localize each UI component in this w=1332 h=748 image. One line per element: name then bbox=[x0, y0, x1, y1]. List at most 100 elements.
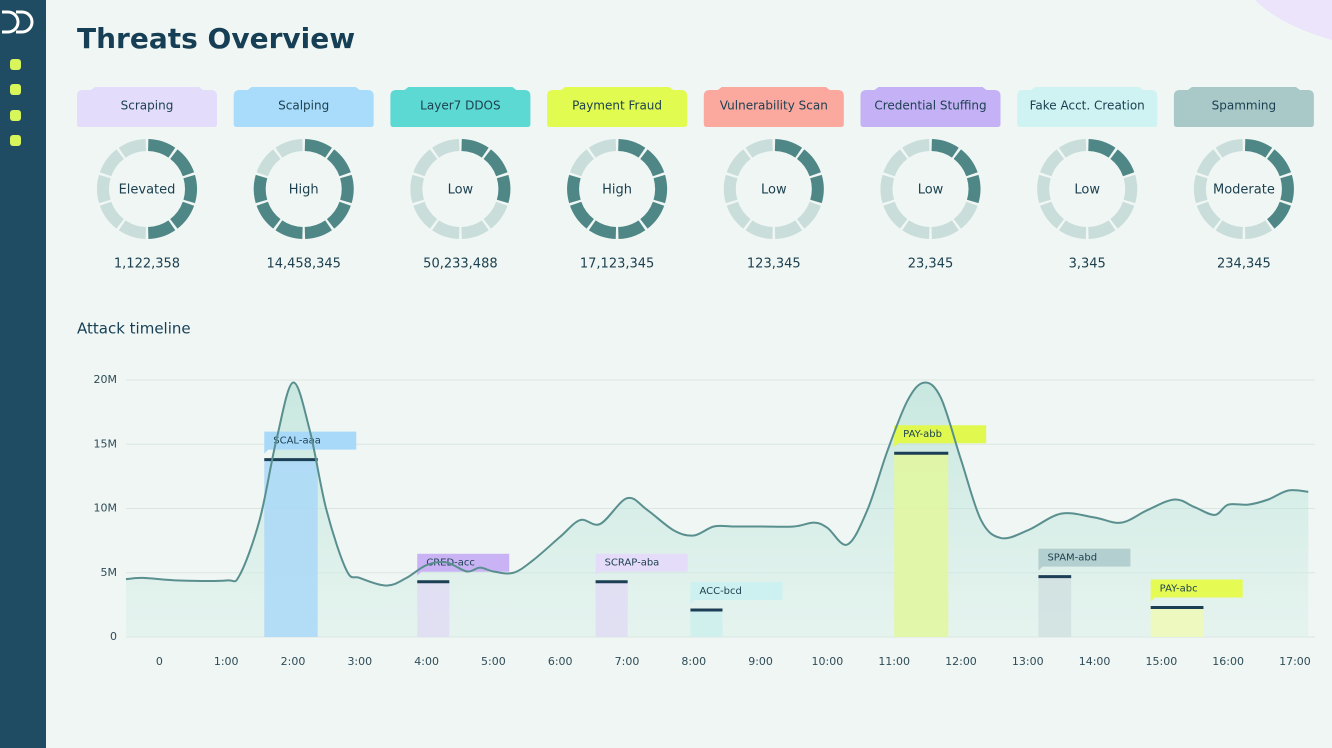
event-bar bbox=[264, 459, 318, 637]
x-tick-label: 12:00 bbox=[945, 655, 977, 668]
gauge-segment bbox=[774, 139, 803, 158]
nav-item[interactable] bbox=[10, 135, 21, 146]
event-bar bbox=[417, 581, 450, 637]
gauge-segment bbox=[723, 174, 738, 204]
gauge-segment bbox=[148, 220, 176, 239]
gauge-segment bbox=[148, 139, 176, 158]
x-tick-label: 1:00 bbox=[214, 655, 239, 668]
gauge-segment bbox=[1058, 139, 1087, 158]
nav-item[interactable] bbox=[10, 110, 21, 121]
x-tick-label: 11:00 bbox=[878, 655, 910, 668]
gauge-segment bbox=[1037, 174, 1051, 204]
threat-tab bbox=[703, 87, 844, 127]
threat-count: 123,345 bbox=[747, 257, 801, 272]
threat-count: 14,458,345 bbox=[266, 257, 340, 272]
threat-level: Elevated bbox=[119, 183, 176, 198]
gauge-segment bbox=[275, 220, 303, 239]
x-tick-label: 3:00 bbox=[347, 655, 372, 668]
event-bar bbox=[1038, 576, 1072, 637]
gauge-segment bbox=[618, 220, 646, 239]
x-tick-label: 7:00 bbox=[615, 655, 640, 668]
x-tick-label: 17:00 bbox=[1279, 655, 1311, 668]
event-tag bbox=[595, 553, 688, 576]
gauge-segment bbox=[774, 220, 803, 239]
y-tick-label: 5M bbox=[101, 566, 118, 579]
gauge-segment bbox=[569, 149, 594, 177]
threat-tab bbox=[390, 87, 531, 127]
threat-tab bbox=[547, 87, 688, 127]
event-label: SCAL-aaa bbox=[273, 436, 321, 447]
threat-count: 50,233,488 bbox=[423, 257, 497, 272]
x-tick-label: 13:00 bbox=[1012, 655, 1044, 668]
event-label: SPAM-abd bbox=[1047, 553, 1097, 564]
nav-item[interactable] bbox=[10, 59, 21, 70]
x-tick-label: 2:00 bbox=[281, 655, 306, 668]
gauge-segment bbox=[118, 220, 146, 239]
gauge-segment bbox=[326, 149, 351, 177]
gauge-segment bbox=[640, 201, 665, 229]
gauge-segment bbox=[461, 220, 489, 239]
gauge-segment bbox=[304, 220, 332, 239]
gauge-segment bbox=[256, 149, 281, 177]
threat-name: Fake Acct. Creation bbox=[1030, 99, 1145, 113]
page-title: Threats Overview bbox=[77, 22, 355, 55]
threat-tab bbox=[1173, 87, 1314, 127]
logo bbox=[2, 10, 34, 34]
gauge-segment bbox=[931, 220, 959, 239]
event-label: ACC-bcd bbox=[699, 586, 741, 597]
gauge-segment bbox=[413, 149, 438, 177]
gauge-segment bbox=[99, 201, 124, 229]
threat-count: 234,345 bbox=[1217, 257, 1271, 272]
gauge-segment bbox=[966, 174, 981, 204]
gauge-segment bbox=[99, 149, 124, 177]
gauge-segment bbox=[326, 201, 351, 229]
gauge-segment bbox=[1193, 174, 1208, 204]
threat-tab bbox=[233, 87, 374, 127]
gauge-segment bbox=[118, 139, 146, 158]
gauge-segment bbox=[1244, 139, 1273, 158]
gauge-segment bbox=[432, 139, 460, 158]
gauge-segment bbox=[496, 174, 511, 204]
gauge-segment bbox=[304, 139, 332, 158]
gauge-segment bbox=[461, 139, 489, 158]
threat-tab bbox=[77, 87, 217, 127]
x-tick-label: 8:00 bbox=[681, 655, 706, 668]
threat-level: Low bbox=[918, 183, 944, 198]
gauge-segment bbox=[1215, 139, 1243, 158]
x-tick-label: 14:00 bbox=[1079, 655, 1111, 668]
threat-level: Low bbox=[448, 183, 474, 198]
x-tick-label: 9:00 bbox=[748, 655, 773, 668]
corner-blob bbox=[1255, 0, 1332, 40]
gauge-segment bbox=[1040, 201, 1065, 229]
gauge-segment bbox=[880, 174, 895, 204]
gauge-segment bbox=[97, 174, 111, 204]
event-label: PAY-abc bbox=[1160, 583, 1198, 594]
threat-tab bbox=[1017, 87, 1158, 127]
gauge-segment bbox=[1196, 149, 1221, 177]
threat-tab bbox=[860, 87, 1001, 127]
x-tick-label: 0 bbox=[156, 655, 163, 668]
event-tag bbox=[1150, 579, 1243, 602]
threat-level: Moderate bbox=[1213, 183, 1275, 198]
gauge-segment bbox=[902, 139, 930, 158]
gauge-segment bbox=[1088, 220, 1116, 239]
area bbox=[126, 382, 1309, 637]
event-bar bbox=[595, 581, 628, 637]
gauge-segment bbox=[1267, 201, 1292, 229]
threat-name: Spamming bbox=[1212, 99, 1277, 113]
event-bar bbox=[1150, 607, 1204, 637]
event-tag bbox=[690, 582, 783, 605]
gauge-segment bbox=[253, 174, 268, 204]
gauge-segment bbox=[1196, 201, 1221, 229]
gauge-segment bbox=[745, 139, 773, 158]
y-tick-label: 10M bbox=[94, 502, 118, 515]
gauge-segment bbox=[588, 220, 617, 239]
gauge-segment bbox=[953, 201, 978, 229]
gauge-segment bbox=[483, 201, 508, 229]
gauge-segment bbox=[810, 174, 824, 204]
gauge-segment bbox=[745, 220, 773, 239]
nav-dots[interactable] bbox=[10, 59, 21, 146]
gauge-segment bbox=[1123, 174, 1138, 204]
section-title: Attack timeline bbox=[77, 320, 191, 338]
nav-item[interactable] bbox=[10, 84, 21, 95]
